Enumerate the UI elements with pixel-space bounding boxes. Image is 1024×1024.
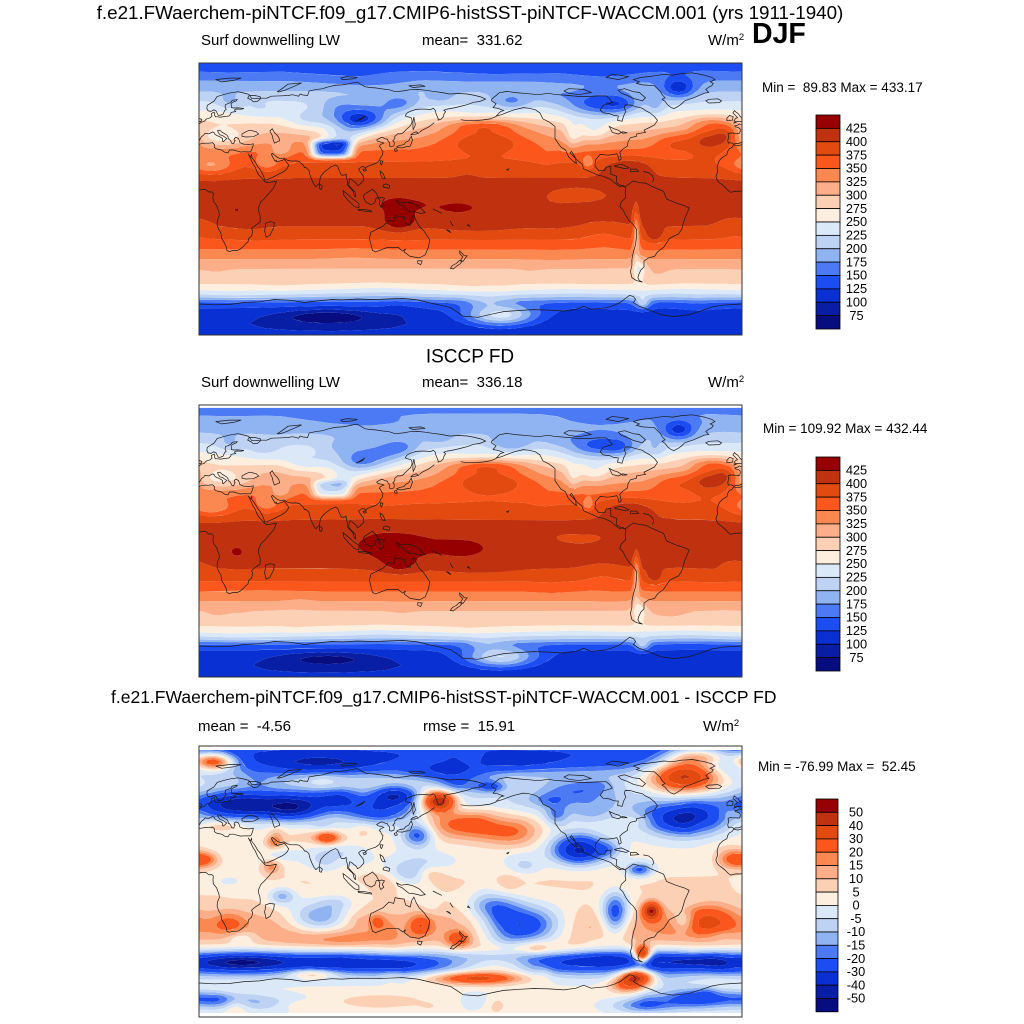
svg-text:150: 150 <box>846 268 867 283</box>
svg-text:100: 100 <box>846 637 867 652</box>
svg-text:325: 325 <box>846 174 867 189</box>
svg-text:Surf downwelling LW: Surf downwelling LW <box>201 374 341 391</box>
svg-text:10: 10 <box>849 871 863 886</box>
svg-text:15: 15 <box>849 858 863 873</box>
svg-text:40: 40 <box>849 818 863 833</box>
svg-text:225: 225 <box>846 570 867 585</box>
svg-text:425: 425 <box>846 121 867 136</box>
svg-text:-30: -30 <box>847 964 866 979</box>
svg-text:350: 350 <box>846 161 867 176</box>
svg-text:Min = -76.99 Max = 52.45: Min = -76.99 Max = 52.45 <box>758 759 916 774</box>
svg-text:175: 175 <box>846 254 867 269</box>
svg-text:-15: -15 <box>847 938 866 953</box>
svg-text:300: 300 <box>846 187 867 202</box>
svg-text:mean= 331.62: mean= 331.62 <box>422 32 523 49</box>
svg-text:W/m2: W/m2 <box>703 718 739 735</box>
svg-text:150: 150 <box>846 610 867 625</box>
svg-text:350: 350 <box>846 503 867 518</box>
svg-text:200: 200 <box>846 241 867 256</box>
svg-text:375: 375 <box>846 489 867 504</box>
svg-text:DJF: DJF <box>752 18 806 50</box>
svg-text:175: 175 <box>846 596 867 611</box>
svg-text:mean = -4.56: mean = -4.56 <box>198 718 291 735</box>
svg-text:275: 275 <box>846 543 867 558</box>
svg-text:-20: -20 <box>847 951 866 966</box>
svg-text:425: 425 <box>846 463 867 478</box>
svg-text:f.e21.FWaerchem-piNTCF.f09_g17: f.e21.FWaerchem-piNTCF.f09_g17.CMIP6-his… <box>97 2 844 24</box>
svg-text:400: 400 <box>846 134 867 149</box>
svg-text:250: 250 <box>846 214 867 229</box>
svg-text:0: 0 <box>852 898 859 913</box>
svg-text:325: 325 <box>846 516 867 531</box>
svg-text:225: 225 <box>846 228 867 243</box>
svg-text:275: 275 <box>846 201 867 216</box>
svg-text:Min = 109.92 Max = 432.44: Min = 109.92 Max = 432.44 <box>763 421 928 436</box>
svg-text:-5: -5 <box>850 911 861 926</box>
svg-text:50: 50 <box>849 805 863 820</box>
svg-text:W/m2: W/m2 <box>708 32 744 49</box>
svg-text:5: 5 <box>852 884 859 899</box>
svg-text:W/m2: W/m2 <box>708 374 744 391</box>
svg-text:200: 200 <box>846 583 867 598</box>
svg-text:Min = 89.83 Max = 433.17: Min = 89.83 Max = 433.17 <box>762 80 923 95</box>
svg-text:Surf downwelling LW: Surf downwelling LW <box>201 32 341 49</box>
svg-text:125: 125 <box>846 623 867 638</box>
svg-text:300: 300 <box>846 530 867 545</box>
svg-text:f.e21.FWaerchem-piNTCF.f09_g17: f.e21.FWaerchem-piNTCF.f09_g17.CMIP6-his… <box>111 687 776 708</box>
svg-text:375: 375 <box>846 147 867 162</box>
svg-text:-10: -10 <box>847 924 866 939</box>
svg-text:75: 75 <box>849 650 863 665</box>
svg-text:400: 400 <box>846 476 867 491</box>
svg-text:rmse = 15.91: rmse = 15.91 <box>423 718 515 735</box>
svg-text:100: 100 <box>846 294 867 309</box>
svg-text:30: 30 <box>849 831 863 846</box>
svg-text:ISCCP FD: ISCCP FD <box>426 347 514 368</box>
svg-text:125: 125 <box>846 281 867 296</box>
svg-text:mean= 336.18: mean= 336.18 <box>422 374 523 391</box>
svg-text:-40: -40 <box>847 977 866 992</box>
svg-text:250: 250 <box>846 556 867 571</box>
svg-text:75: 75 <box>849 308 863 323</box>
svg-text:-50: -50 <box>847 991 866 1006</box>
svg-text:20: 20 <box>849 844 863 859</box>
